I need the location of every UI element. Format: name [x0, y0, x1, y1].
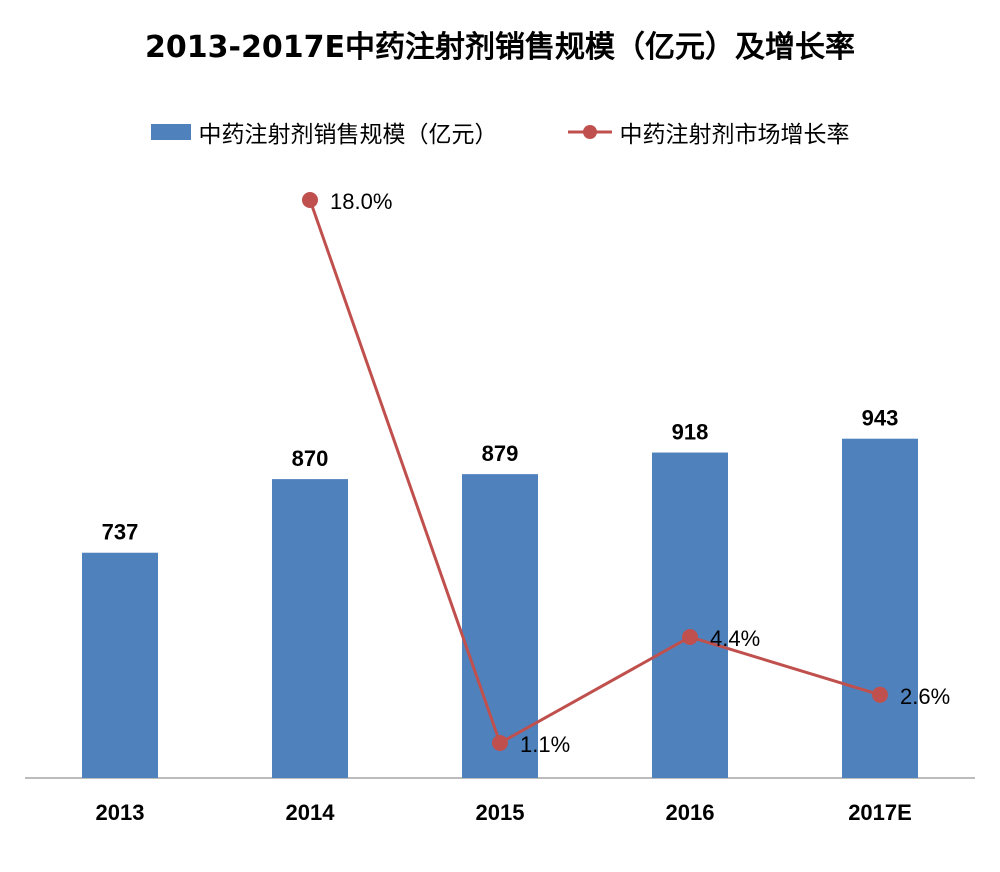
bar-2014 — [272, 479, 348, 778]
legend-label-sales: 中药注射剂销售规模（亿元） — [198, 122, 498, 148]
x-tick-label-2013: 2013 — [96, 800, 145, 825]
bar-label-2015: 879 — [482, 441, 519, 466]
x-tick-label-2015: 2015 — [476, 800, 525, 825]
x-tick-label-2017E: 2017E — [848, 800, 912, 825]
growth-line — [308, 199, 881, 746]
growth-label-2017E: 2.6% — [900, 684, 950, 709]
bar-2017E — [842, 438, 918, 778]
growth-label-2016: 4.4% — [710, 626, 760, 651]
growth-label-2014: 18.0% — [330, 189, 392, 214]
bar-label-2013: 737 — [102, 520, 139, 545]
bar-label-2016: 918 — [672, 420, 709, 445]
legend: 中药注射剂销售规模（亿元） 中药注射剂市场增长率 — [0, 112, 1000, 152]
growth-point-2017E — [872, 686, 888, 703]
growth-point-2014 — [302, 192, 318, 208]
growth-point-2015 — [492, 735, 508, 751]
bar-label-2017E: 943 — [862, 406, 899, 431]
legend-swatch-line — [567, 125, 612, 139]
growth-point-2016 — [682, 628, 698, 645]
legend-item-sales: 中药注射剂销售规模（亿元） — [150, 115, 498, 149]
legend-label-growth: 中药注射剂市场增长率 — [619, 122, 850, 148]
bar-2013 — [82, 552, 158, 778]
growth-label-2015: 1.1% — [520, 732, 570, 757]
bar-2016 — [652, 452, 728, 778]
legend-swatch-bar — [150, 124, 191, 140]
legend-item-growth: 中药注射剂市场增长率 — [567, 115, 850, 149]
bar-label-2014: 870 — [292, 446, 329, 471]
x-tick-label-2016: 2016 — [666, 800, 715, 825]
chart-title: 2013-2017E中药注射剂销售规模（亿元）及增长率 — [145, 30, 855, 65]
x-tick-label-2014: 2014 — [286, 800, 336, 825]
